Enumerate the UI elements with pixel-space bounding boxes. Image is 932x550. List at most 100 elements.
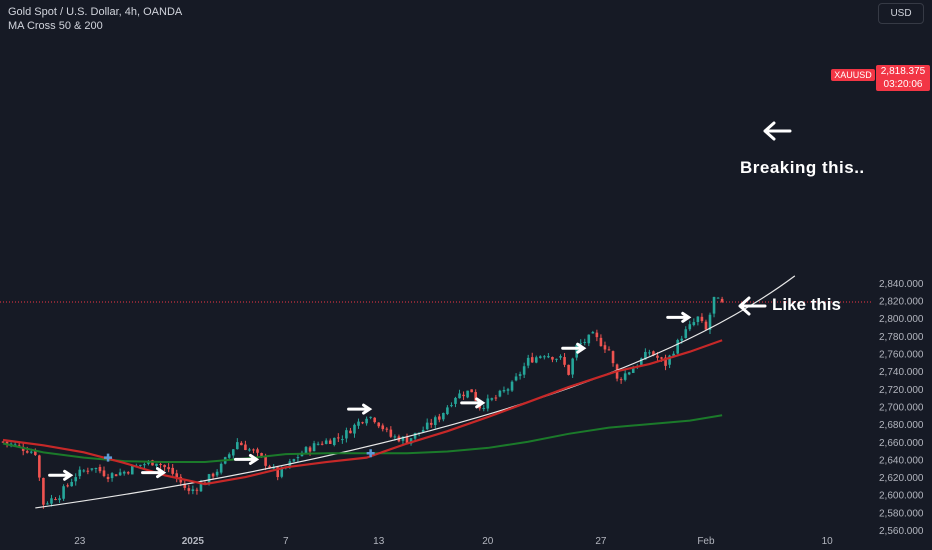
candle-body: [272, 467, 275, 469]
x-tick-label: 13: [373, 536, 385, 547]
candle-body: [244, 444, 247, 451]
candle-body: [361, 422, 364, 424]
candle-body: [502, 390, 506, 392]
candle-body: [534, 357, 538, 363]
candle-body: [296, 457, 300, 459]
candle-body: [385, 428, 389, 430]
candle-body: [631, 368, 635, 373]
candle-body: [373, 417, 376, 423]
candle-body: [163, 464, 166, 468]
candle-body: [34, 450, 37, 455]
candle-body: [114, 474, 118, 477]
candle-body: [704, 321, 708, 330]
candle-body: [409, 438, 413, 444]
arrow-icon: [48, 469, 74, 481]
currency-button[interactable]: USD: [878, 3, 924, 24]
candle-body: [571, 358, 574, 375]
candle-body: [9, 443, 13, 445]
candle-body: [90, 468, 94, 470]
candle-body: [341, 439, 344, 441]
y-tick-label: 2,660.000: [879, 438, 924, 449]
y-tick-label: 2,720.000: [879, 385, 924, 396]
candlesticks: [1, 296, 724, 509]
candle-body: [219, 463, 223, 473]
candle-body: [280, 467, 284, 477]
candle-body: [324, 440, 328, 444]
candle-body: [349, 430, 352, 434]
candle-body: [183, 483, 187, 488]
candle-body: [563, 357, 566, 365]
candle-body: [454, 397, 457, 404]
candle-body: [644, 351, 647, 360]
left-arrow-icon: [763, 121, 792, 141]
y-tick-label: 2,680.000: [879, 420, 924, 431]
candle-body: [231, 449, 235, 456]
candle-body: [353, 424, 356, 434]
candle-body: [94, 467, 98, 469]
y-tick-label: 2,580.000: [879, 508, 924, 519]
candle-body: [506, 389, 510, 391]
candle-body: [421, 429, 425, 432]
candle-body: [708, 314, 712, 330]
candle-body: [25, 451, 29, 453]
candle-body: [482, 407, 486, 409]
candle-body: [522, 366, 526, 375]
candle-body: [191, 489, 195, 491]
candle-body: [543, 356, 546, 358]
x-tick-label: 7: [283, 536, 289, 547]
candle-body: [54, 499, 57, 501]
candle-body: [118, 472, 122, 476]
x-tick-label: 2025: [182, 536, 205, 547]
candle-body: [442, 412, 445, 420]
candle-body: [292, 459, 296, 462]
candle-body: [175, 473, 179, 479]
candle-body: [143, 464, 146, 466]
candle-body: [139, 464, 142, 466]
candle-body: [567, 364, 570, 375]
x-tick-label: 27: [595, 536, 607, 547]
candle-body: [248, 449, 251, 451]
candle-body: [510, 381, 514, 391]
price-axis[interactable]: 2,840.000 2,820.000 2,800.000 2,780.000 2,76…: [879, 279, 924, 537]
candle-body: [308, 447, 312, 452]
candle-body: [648, 352, 651, 354]
candle-body: [332, 437, 336, 446]
candle-body: [312, 443, 316, 452]
bar-countdown: 03:20:06: [883, 79, 923, 90]
candle-body: [433, 417, 437, 426]
candle-body: [187, 488, 191, 491]
annotation-breaking[interactable]: Breaking this..: [740, 158, 865, 177]
candle-body: [86, 470, 90, 472]
ma200-line[interactable]: [2, 414, 723, 464]
y-tick-label: 2,620.000: [879, 473, 924, 484]
support-curve[interactable]: [35, 275, 796, 509]
candle-body: [401, 436, 405, 441]
annotation-like[interactable]: Like this: [772, 295, 841, 314]
indicator-label[interactable]: MA Cross 50 & 200: [8, 20, 103, 32]
candle-body: [676, 340, 679, 354]
candle-body: [668, 355, 671, 365]
candle-body: [304, 447, 308, 454]
ma50-line[interactable]: [2, 339, 723, 486]
candle-body: [446, 407, 449, 415]
candle-body: [207, 474, 211, 484]
candle-body: [530, 357, 534, 363]
candle-body: [42, 477, 45, 505]
candle-body: [199, 482, 203, 492]
candle-body: [611, 351, 615, 364]
candle-body: [195, 489, 199, 491]
candle-body: [656, 355, 659, 358]
candle-body: [110, 473, 114, 479]
candle-body: [547, 356, 550, 358]
candle-body: [74, 477, 78, 482]
candle-body: [256, 449, 259, 453]
candle-body: [716, 297, 720, 299]
candle-body: [122, 471, 126, 474]
time-axis[interactable]: 23 2025 7 13 20 27 Feb 10: [74, 536, 833, 547]
y-tick-label: 2,640.000: [879, 455, 924, 466]
candle-body: [450, 405, 453, 407]
chart-title: Gold Spot / U.S. Dollar, 4h, OANDA: [8, 6, 183, 18]
ma-cross-marker: [366, 449, 375, 458]
candle-body: [696, 316, 700, 322]
